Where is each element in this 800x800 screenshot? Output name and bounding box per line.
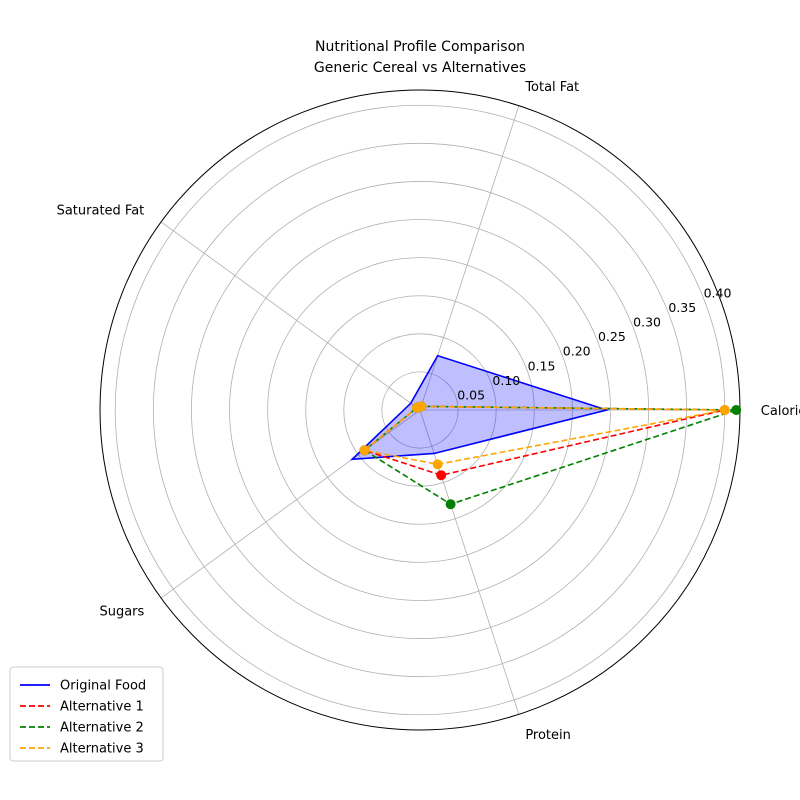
series-4-point [411,402,422,413]
legend-label-4: Alternative 3 [60,742,144,757]
series-3-line [363,405,737,506]
legend-frame [9,666,164,762]
radial-tick-label: 0.15 [528,358,556,373]
legend-label-3: Alternative 2 [60,721,144,736]
radar-labels: 0.05 0.10 0.15 0.20 0.25 0.30 0.35 0.40 Calories… [57,80,800,743]
series-4-point [719,405,730,415]
grid-spoke-4 [160,409,421,599]
chart-title-line-2: Generic Cereal vs Alternatives [314,60,526,76]
legend-label-2: Alternative 1 [60,700,144,715]
category-label-sugars: Sugars [99,604,144,619]
radial-tick-label: 0.35 [668,300,696,315]
radial-tick-label: 0.10 [492,373,520,388]
category-label-saturated-fat: Saturated Fat [57,204,145,219]
radial-tick-label: 0.40 [704,285,732,300]
chart-title-line-1: Nutritional Profile Comparison [315,39,525,55]
category-label-protein: Protein [525,728,571,743]
radial-tick-label: 0.25 [598,329,626,344]
series-2-point [436,470,447,481]
series-4-line [362,405,725,466]
radar-markers [359,401,742,510]
grid-spoke-3 [160,221,421,411]
category-label-calories: Calories [761,404,800,419]
legend: Original Food Alternative 1 Alternative 2 A… [9,666,164,762]
series-3-point [731,405,742,415]
series-4-point [359,445,370,456]
category-label-total-fat: Total Fat [524,80,579,95]
series-4-point [432,459,443,470]
radar-series [350,354,737,506]
radial-tick-label: 0.30 [633,315,661,330]
legend-label-1: Original Food [60,679,146,694]
radial-tick-label: 0.05 [457,387,485,402]
series-3-point [445,499,456,510]
series-1-line [350,354,610,461]
radial-tick-label: 0.20 [563,344,591,359]
